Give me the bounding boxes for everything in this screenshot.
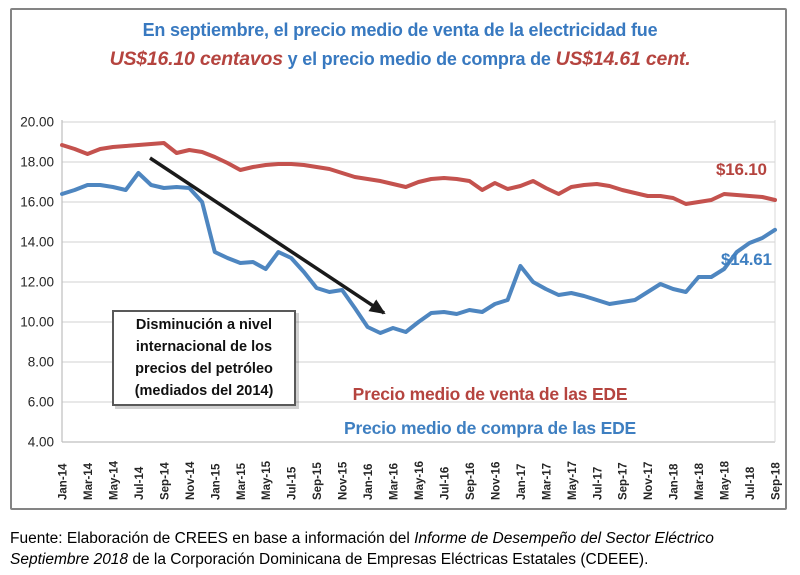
x-axis-tick-label: Jul-15 — [287, 466, 299, 500]
compra-price-highlight: US$14.61 cent. — [555, 48, 691, 70]
y-axis-tick-label: 10.00 — [20, 315, 54, 330]
title-connector-text: y el precio medio de compra de — [282, 49, 556, 69]
x-axis-tick-label: Nov-17 — [643, 462, 655, 500]
x-axis-tick-label: Sep-18 — [771, 462, 783, 500]
x-axis-tick-label: Mar-18 — [694, 462, 706, 500]
source-note-text: Fuente: Elaboración de CREES en base a i… — [10, 530, 415, 547]
x-axis-tick-label: Nov-16 — [490, 462, 502, 500]
oil-decline-arrow — [149, 156, 386, 315]
x-axis-tick-label: Sep-15 — [312, 462, 324, 500]
y-axis-tick-label: 12.00 — [20, 275, 54, 290]
source-note-line2: Septiembre 2018 de la Corporación Domini… — [10, 549, 794, 570]
x-axis-tick-label: Jul-18 — [745, 466, 757, 500]
legend-venta-label: Precio medio de venta de las EDE — [352, 384, 628, 404]
source-note-line1: Fuente: Elaboración de CREES en base a i… — [10, 528, 794, 549]
x-axis-tick-label: Mar-15 — [236, 462, 248, 500]
x-axis-tick-label: May-16 — [414, 461, 426, 500]
source-report-name: Informe de Desempeño del Sector Eléctric… — [414, 530, 714, 547]
x-axis-tick-label: Jul-17 — [592, 467, 604, 500]
y-axis-tick-label: 14.00 — [20, 235, 54, 250]
source-institution-text: de la Corporación Dominicana de Empresas… — [128, 551, 649, 568]
y-axis-tick-label: 18.00 — [20, 155, 54, 170]
x-axis-tick-label: Nov-14 — [185, 461, 197, 500]
source-note: Fuente: Elaboración de CREES en base a i… — [10, 528, 794, 570]
y-axis-tick-label: 6.00 — [28, 395, 54, 410]
chart-title-line2: US$16.10 centavos y el precio medio de c… — [12, 48, 788, 71]
y-axis-tick-label: 20.00 — [20, 115, 54, 130]
x-axis-tick-label: Jan-14 — [58, 463, 70, 500]
y-axis-tick-label: 8.00 — [28, 355, 54, 370]
legend-compra-label: Precio medio de compra de las EDE — [344, 418, 636, 438]
chart-title: En septiembre, el precio medio de venta … — [12, 20, 788, 71]
x-axis-tick-label: Jan-18 — [669, 463, 681, 500]
x-axis-tick-label: Sep-17 — [618, 462, 630, 500]
venta-price-highlight: US$16.10 centavos — [109, 48, 283, 70]
chart-frame — [10, 8, 787, 510]
x-axis-tick-label: May-14 — [108, 460, 120, 500]
x-axis-tick-label: Sep-16 — [465, 462, 477, 500]
compra-end-value-label: $14.61 — [721, 250, 772, 269]
x-axis-tick-label: Jan-16 — [363, 464, 375, 500]
source-report-date: Septiembre 2018 — [10, 551, 129, 568]
venta-end-value-label: $16.10 — [716, 160, 767, 179]
x-axis-tick-label: Mar-16 — [389, 463, 401, 500]
x-axis-tick-label: Jan-15 — [210, 463, 222, 500]
x-axis-tick-label: Mar-17 — [541, 463, 553, 500]
compra-line — [60, 171, 777, 335]
x-axis-tick-label: Jul-14 — [134, 466, 146, 500]
x-axis-tick-label: Jul-16 — [439, 467, 451, 500]
x-axis-tick-label: Jan-17 — [516, 464, 528, 500]
x-axis-tick-label: May-15 — [261, 460, 273, 500]
venta-line — [60, 141, 777, 206]
oil-price-annotation-box: Disminución a nivel internacional de los… — [112, 310, 296, 406]
x-axis-tick-label: Mar-14 — [83, 462, 95, 500]
y-axis-tick-label: 16.00 — [20, 195, 54, 210]
y-axis-tick-label: 4.00 — [28, 435, 54, 450]
x-axis-tick-label: Sep-14 — [159, 462, 171, 500]
x-axis-tick-label: Nov-15 — [338, 461, 350, 500]
x-axis-tick-label: May-17 — [567, 461, 579, 500]
chart-title-line1: En septiembre, el precio medio de venta … — [142, 20, 658, 40]
x-axis-tick-label: May-18 — [720, 460, 732, 500]
